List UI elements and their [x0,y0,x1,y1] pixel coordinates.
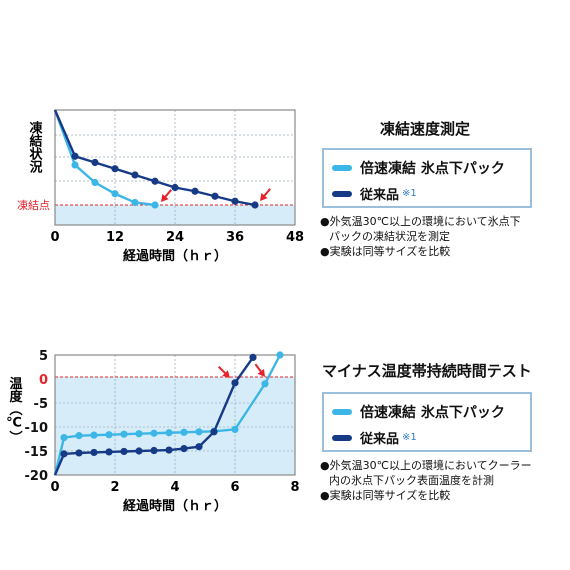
data-point [75,432,83,440]
note-line: 内の氷点下パック表面温度を計測 [329,474,494,487]
data-point [261,380,269,388]
legend-label: 倍速凍結 氷点下パック [360,405,505,421]
data-point [151,177,159,185]
fast-swatch [332,409,352,415]
data-point [231,425,239,433]
y-axis-label: 温度（℃） [6,377,23,444]
data-point [60,433,68,442]
x-tick-label: 0 [50,230,59,245]
below-zero-zone [55,377,295,475]
data-point [171,183,179,192]
data-point [91,158,99,167]
legend-label: 従来品 [360,188,400,203]
series-line-conv [53,109,256,207]
data-point [105,431,113,439]
y-tick-label: -5 [34,397,48,412]
footnote-mark: ※1 [402,188,417,199]
data-point [180,445,188,453]
legend-1: 倍速凍結 氷点下パック 従来品 ※1 [322,148,532,208]
y-tick-label: -15 [25,445,49,460]
conventional-swatch [332,190,352,197]
sub-zero-duration-chart: 5 0 -5 -10 -15 -20 温度（℃） 0 2 4 6 8 経過時間（ｈｒ） [6,349,299,514]
conventional-swatch [332,434,352,441]
note-line: ●実験は同等サイズを比較 [320,489,451,502]
x-tick-label: 6 [230,480,239,495]
data-point [91,178,99,187]
data-point [75,449,83,457]
data-point [195,443,203,451]
freeze-speed-title: 凍結速度測定 [380,120,471,138]
data-point [276,351,284,359]
freeze-speed-chart: 凍結点 凍結状況 0 12 24 36 48 経過時間（ｈｒ） [17,109,304,264]
data-point [90,431,98,439]
pointer-arrow [217,365,230,378]
data-point [180,428,188,436]
x-tick-label: 2 [110,480,119,495]
legend-item-fast: 倍速凍結 氷点下パック [332,158,505,178]
note-line: ●外気温30℃以上の環境においてクーラー [320,459,532,472]
data-point [251,201,259,209]
freeze-point-label: 凍結点 [17,198,50,212]
data-point [120,430,128,438]
sub-zero-test-title: マイナス温度帯持続時間テスト [322,362,532,380]
y-tick-label: -20 [25,469,49,484]
data-point [71,152,79,160]
data-point [165,446,173,454]
data-point [60,450,68,458]
x-tick-label: 24 [166,230,184,245]
legend-item-fast: 倍速凍結 氷点下パック [332,402,505,422]
y-tick-label: -10 [25,421,49,436]
pointer-arrow [260,188,272,201]
data-point [90,448,98,457]
x-tick-label: 36 [226,230,244,245]
data-point [135,447,143,455]
x-tick-label: 4 [170,480,179,495]
y-axis-label: 凍結状況 [27,120,43,174]
x-axis-label: 経過時間（ｈｒ） [123,498,227,514]
x-tick-label: 12 [106,230,124,245]
data-point [105,448,113,456]
footnote-mark: ※1 [402,432,417,443]
pointer-arrow [254,363,265,377]
legend-2: 倍速凍結 氷点下パック 従来品 ※1 [322,392,532,452]
data-point [231,197,239,205]
data-point [151,201,159,209]
plot-frame [54,109,296,226]
data-point [71,161,79,169]
data-point [111,190,119,198]
legend-label: 従来品 [360,432,400,447]
data-point [135,430,143,438]
plot-frame [54,354,296,476]
notes-1: ●外気温30℃以上の環境において氷点下 パックの凍結状況を測定 ●実験は同等サイ… [320,214,521,259]
data-point [131,198,139,207]
note-line: ●実験は同等サイズを比較 [320,245,451,258]
notes-2: ●外気温30℃以上の環境においてクーラー 内の氷点下パック表面温度を計測 ●実験… [320,458,532,503]
x-tick-label: 0 [50,480,59,495]
data-point [249,353,257,361]
data-point [211,192,219,200]
x-tick-label: 48 [286,230,304,245]
data-point [150,446,158,455]
note-line: ●外気温30℃以上の環境において氷点下 [320,215,521,228]
data-point [165,429,173,437]
legend-label: 倍速凍結 氷点下パック [360,161,505,177]
data-point [120,447,128,456]
y-tick-label: 0 [39,373,48,388]
pointer-arrow [161,189,173,202]
data-point [210,428,218,436]
note-line: パックの凍結状況を測定 [329,230,450,243]
data-point [231,379,239,387]
y-tick-label: 5 [39,349,48,364]
legend-item-conventional: 従来品 ※1 [332,184,417,203]
x-axis-label: 経過時間（ｈｒ） [123,248,227,264]
legend-item-conventional: 従来品 ※1 [332,428,417,447]
data-point [195,428,203,436]
data-point [150,429,158,437]
data-point [131,171,139,179]
series-line-fast [53,109,156,207]
x-tick-label: 8 [290,480,299,495]
fast-swatch [332,165,352,171]
data-point [191,187,199,195]
data-point [111,165,119,173]
